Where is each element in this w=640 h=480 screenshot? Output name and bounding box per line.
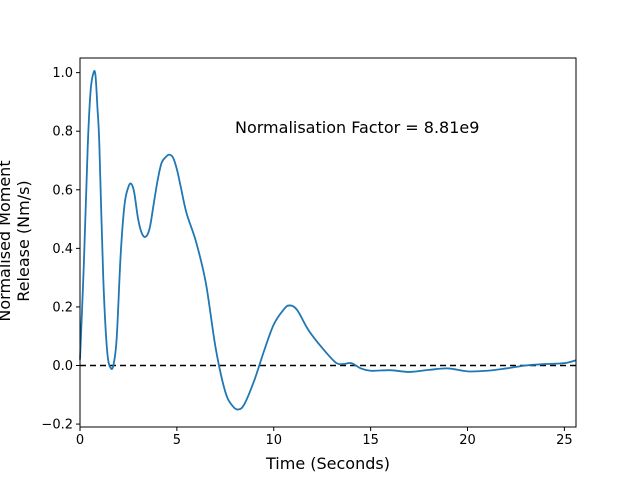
x-tick-label: 0	[76, 433, 84, 448]
y-axis-label: Normalised Moment Release (Nm/s)	[0, 160, 33, 321]
series-line-0	[79, 70, 577, 411]
y-tick-label: 0.2	[52, 300, 73, 315]
plot-frame	[79, 57, 577, 428]
y-tick-label: −0.2	[41, 418, 73, 433]
normalisation-annotation: Normalisation Factor = 8.81e9	[235, 118, 479, 137]
y-tick-label: 0.6	[52, 183, 73, 198]
y-axis-label-line-1: Normalised Moment	[0, 160, 14, 321]
y-tick-label: 0.4	[52, 242, 73, 257]
y-tick-label: 1.0	[52, 66, 73, 81]
x-axis-label: Time (Seconds)	[265, 454, 390, 473]
x-tick-label: 25	[556, 433, 573, 448]
y-axis-label-line-2: Release (Nm/s)	[14, 180, 33, 301]
x-tick-label: 15	[362, 433, 379, 448]
x-tick-label: 10	[265, 433, 282, 448]
x-tick-label: 20	[459, 433, 476, 448]
y-tick-label: 0.8	[52, 125, 73, 140]
x-tick-label: 5	[173, 433, 181, 448]
y-tick-label: 0.0	[52, 359, 73, 374]
